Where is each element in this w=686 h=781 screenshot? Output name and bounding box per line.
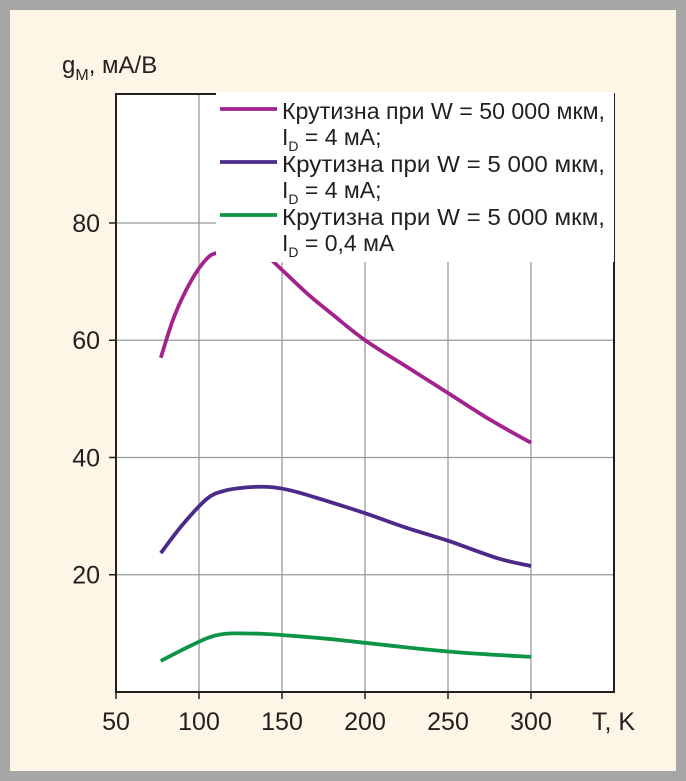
series-line-3 [159,631,532,663]
legend-current-value: = 0,4 мА [299,230,395,256]
legend-label-2: Крутизна при W = 5 000 мкм, [282,151,605,177]
y-tick-label-3: 80 [72,210,100,238]
y-axis-title: gM, мА/В [62,52,157,84]
tick-labels: 50 100 150 200 250 300 20 40 60 80 [72,210,552,736]
legend-current-subscript: D [288,191,298,207]
legend-current-symbol: I [282,177,288,203]
legend-label-line2-1: ID = 4 мА; [282,124,381,154]
x-tick-label-5: 300 [510,708,552,736]
y-tick-label-0: 20 [72,562,100,590]
legend-current-value: = 4 мА; [299,124,382,150]
legend-background [216,92,614,262]
series-line-2 [159,484,532,568]
legend: Крутизна при W = 50 000 мкм,ID = 4 мА;Кр… [216,92,614,262]
legend-current-symbol: I [282,124,288,150]
legend-current-subscript: D [288,244,298,260]
y-axis-title-main: g [62,52,75,79]
y-tick-label-2: 60 [72,327,100,355]
x-tick-label-3: 200 [344,708,386,736]
y-tick-label-1: 40 [72,444,100,472]
legend-current-value: = 4 мА; [299,177,382,203]
x-tick-label-0: 50 [102,708,130,736]
x-axis-title: T, K [592,708,635,736]
legend-label-1: Крутизна при W = 50 000 мкм, [282,98,605,124]
y-axis-title-rest: , мА/В [89,52,158,79]
y-axis-title-sub: M [75,67,88,84]
legend-label-line2-2: ID = 4 мА; [282,177,381,207]
x-tick-label-4: 250 [427,708,469,736]
legend-label-line2-3: ID = 0,4 мА [282,230,395,260]
x-tick-label-1: 100 [178,708,220,736]
legend-current-subscript: D [288,138,298,154]
legend-current-symbol: I [282,230,288,256]
legend-label-3: Крутизна при W = 5 000 мкм, [282,204,605,230]
x-tick-label-2: 150 [261,708,303,736]
